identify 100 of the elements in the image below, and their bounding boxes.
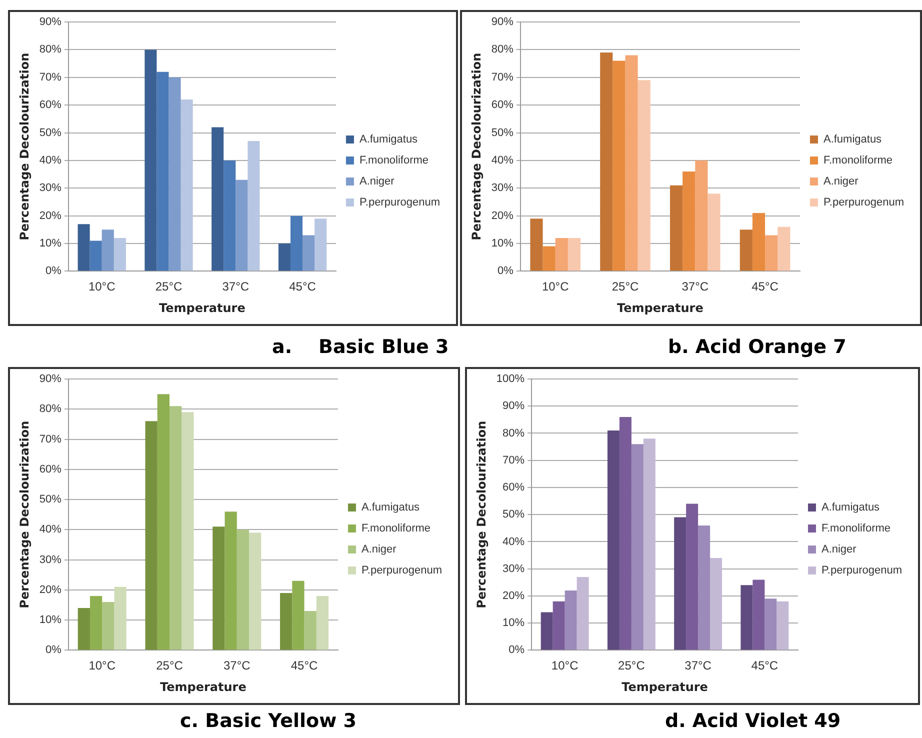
bar bbox=[224, 512, 237, 650]
bar bbox=[78, 224, 90, 271]
bar bbox=[249, 532, 262, 650]
y-tick-label: 50% bbox=[39, 494, 62, 506]
y-tick-label: 60% bbox=[502, 482, 525, 494]
bar bbox=[212, 127, 224, 271]
bar bbox=[695, 160, 708, 271]
bar bbox=[280, 592, 292, 650]
y-tick-label: 10% bbox=[39, 238, 62, 250]
bar bbox=[90, 596, 102, 650]
bar bbox=[182, 412, 194, 650]
y-tick-label: 70% bbox=[491, 71, 514, 84]
bar bbox=[236, 530, 250, 650]
y-tick-label: 40% bbox=[491, 154, 514, 166]
bar bbox=[316, 596, 329, 650]
bar bbox=[752, 213, 766, 271]
legend-label: A.fumigatus bbox=[821, 502, 880, 514]
legend-label: F.monoliforme bbox=[359, 154, 429, 167]
bar bbox=[765, 235, 778, 271]
bar bbox=[212, 526, 225, 650]
bar bbox=[708, 194, 720, 271]
bar bbox=[682, 172, 696, 271]
legend-label: F.monoliforme bbox=[823, 154, 893, 167]
bar bbox=[552, 601, 565, 650]
y-axis-title: Percentage Decolourization bbox=[17, 52, 32, 240]
y-tick-label: 10% bbox=[491, 238, 514, 250]
legend-label: F.monoliforme bbox=[361, 522, 431, 535]
y-tick-label: 40% bbox=[39, 524, 62, 536]
bar bbox=[302, 235, 315, 271]
y-tick-label: 50% bbox=[39, 126, 62, 139]
y-tick-label: 30% bbox=[502, 562, 525, 575]
bar bbox=[643, 438, 656, 650]
bar bbox=[102, 602, 114, 650]
y-tick-label: 50% bbox=[502, 508, 525, 521]
bar bbox=[224, 160, 236, 271]
y-tick-label: 80% bbox=[39, 403, 62, 416]
y-tick-label: 70% bbox=[502, 454, 525, 466]
y-tick-label: 10% bbox=[502, 617, 525, 630]
y-tick-label: 80% bbox=[39, 44, 62, 56]
y-tick-label: 60% bbox=[491, 99, 514, 112]
y-tick-label: 100% bbox=[496, 373, 525, 386]
bar bbox=[740, 230, 752, 271]
y-tick-label: 0% bbox=[46, 265, 62, 278]
y-tick-label: 60% bbox=[39, 99, 62, 112]
y-tick-label: 90% bbox=[39, 373, 62, 386]
bar bbox=[776, 601, 789, 650]
y-tick-label: 20% bbox=[39, 210, 62, 222]
legend-label: P.perpurogenum bbox=[823, 196, 904, 209]
legend-label: P.perpurogenum bbox=[821, 564, 902, 577]
y-tick-label: 30% bbox=[491, 182, 514, 194]
bar bbox=[698, 525, 710, 650]
bar bbox=[292, 580, 304, 650]
x-tick-label: 10°C bbox=[88, 280, 116, 294]
bar bbox=[568, 238, 581, 271]
y-tick-label: 30% bbox=[39, 182, 62, 194]
x-axis-title: Temperature bbox=[159, 300, 246, 315]
legend-label: A.niger bbox=[821, 544, 857, 556]
bar bbox=[564, 590, 577, 650]
x-tick-label: 37°C bbox=[684, 658, 712, 673]
text: d. Acid Violet 49 bbox=[665, 710, 841, 732]
bar bbox=[236, 180, 248, 271]
x-tick-label: 10°C bbox=[88, 658, 116, 673]
bar bbox=[540, 612, 553, 650]
x-tick-label: 10°C bbox=[542, 280, 570, 294]
bar bbox=[90, 240, 102, 271]
x-tick-label: 45°C bbox=[290, 658, 318, 673]
y-tick-label: 10% bbox=[39, 614, 62, 626]
x-tick-label: 45°C bbox=[289, 280, 316, 294]
y-tick-label: 90% bbox=[502, 400, 525, 412]
bar bbox=[576, 576, 589, 650]
bar bbox=[314, 218, 327, 271]
y-tick-label: 70% bbox=[39, 433, 62, 446]
bar bbox=[144, 50, 157, 271]
y-tick-label: 50% bbox=[491, 126, 514, 139]
y-tick-label: 20% bbox=[491, 210, 514, 222]
x-axis-title: Temperature bbox=[617, 300, 704, 315]
bar bbox=[686, 504, 698, 650]
legend-label: P.perpurogenum bbox=[359, 196, 440, 209]
bar bbox=[168, 77, 181, 271]
legend-label: A.niger bbox=[361, 544, 397, 556]
bar bbox=[102, 230, 114, 271]
bar bbox=[542, 246, 556, 271]
bar bbox=[170, 406, 182, 650]
legend-label: A.niger bbox=[359, 176, 395, 188]
text: a. Basic Blue 3 bbox=[272, 336, 449, 358]
bar bbox=[638, 80, 650, 271]
legend-label: A.fumigatus bbox=[359, 134, 418, 146]
x-tick-label: 37°C bbox=[222, 280, 250, 294]
legend-label: F.monoliforme bbox=[821, 522, 891, 535]
text: c. Basic Yellow 3 bbox=[180, 710, 356, 732]
y-axis-title: Percentage Decolourization bbox=[17, 420, 32, 608]
x-tick-label: 37°C bbox=[223, 658, 251, 673]
bar bbox=[778, 226, 790, 271]
y-tick-label: 70% bbox=[39, 71, 62, 84]
bar bbox=[248, 141, 260, 271]
bar bbox=[114, 586, 126, 650]
legend-label: P.perpurogenum bbox=[361, 564, 442, 577]
x-tick-label: 45°C bbox=[751, 658, 778, 673]
bar bbox=[304, 611, 316, 650]
bar bbox=[156, 72, 169, 271]
